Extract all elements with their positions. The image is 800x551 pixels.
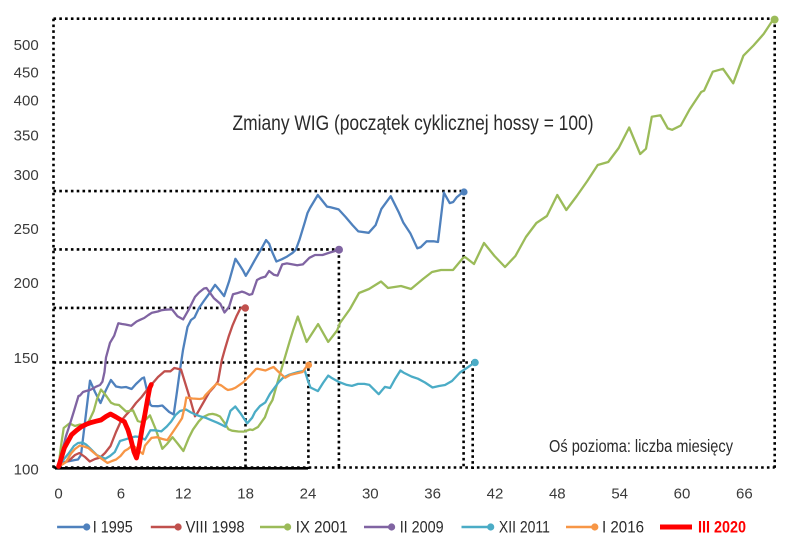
svg-text:Zmiany WIG (początek cykliczne: Zmiany WIG (początek cyklicznej hossy = … xyxy=(233,111,594,135)
svg-text:48: 48 xyxy=(549,486,566,503)
svg-text:Oś pozioma: liczba miesięcy: Oś pozioma: liczba miesięcy xyxy=(549,436,733,456)
svg-text:6: 6 xyxy=(117,486,125,503)
svg-text:100: 100 xyxy=(14,462,39,479)
svg-text:12: 12 xyxy=(175,486,192,503)
svg-text:IX 2001: IX 2001 xyxy=(296,519,348,537)
svg-text:66: 66 xyxy=(736,486,753,503)
svg-text:350: 350 xyxy=(14,128,39,145)
svg-text:30: 30 xyxy=(362,486,379,503)
svg-text:200: 200 xyxy=(14,275,39,292)
svg-text:24: 24 xyxy=(300,486,317,503)
svg-text:250: 250 xyxy=(14,221,39,238)
svg-text:450: 450 xyxy=(14,65,39,82)
svg-text:54: 54 xyxy=(611,486,628,503)
svg-text:300: 300 xyxy=(14,167,39,184)
svg-text:II 2009: II 2009 xyxy=(400,519,444,537)
svg-text:60: 60 xyxy=(674,486,691,503)
svg-text:500: 500 xyxy=(14,37,39,54)
svg-text:VIII 1998: VIII 1998 xyxy=(186,519,245,537)
svg-text:150: 150 xyxy=(14,350,39,367)
svg-text:I 1995: I 1995 xyxy=(93,519,133,537)
svg-text:42: 42 xyxy=(487,486,504,503)
svg-text:36: 36 xyxy=(424,486,441,503)
svg-text:18: 18 xyxy=(237,486,254,503)
svg-text:400: 400 xyxy=(14,92,39,109)
svg-text:III 2020: III 2020 xyxy=(698,519,746,537)
svg-text:I 2016: I 2016 xyxy=(602,519,644,537)
svg-text:0: 0 xyxy=(54,486,62,503)
svg-text:XII 2011: XII 2011 xyxy=(499,519,550,537)
